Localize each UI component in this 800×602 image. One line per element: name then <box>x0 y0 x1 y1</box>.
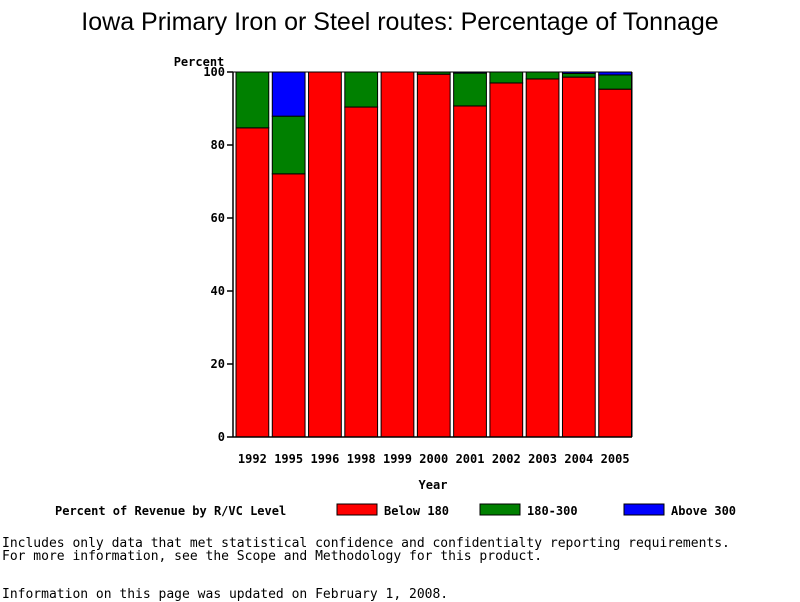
bar-above-300-2004 <box>561 71 596 74</box>
x-tick-label: 1998 <box>347 452 376 466</box>
footnote-methodology: For more information, see the Scope and … <box>2 549 543 564</box>
chart-title: Iowa Primary Iron or Steel routes: Perce… <box>81 8 719 36</box>
bar-below-180-2002 <box>489 82 524 438</box>
x-tick-label: 2000 <box>419 452 448 466</box>
y-tick-label: 0 <box>218 430 225 444</box>
x-tick-label: 2001 <box>456 452 485 466</box>
bar-180-300-1995 <box>271 115 306 175</box>
bar-180-300-2003 <box>525 71 560 80</box>
bar-below-180-1998 <box>344 106 379 438</box>
bar-180-300-2004 <box>561 72 596 78</box>
x-tick-label: 1992 <box>238 452 267 466</box>
x-tick-label: 2003 <box>528 452 557 466</box>
bar-above-300-1995 <box>271 71 306 117</box>
x-tick-label: 2005 <box>601 452 630 466</box>
bar-below-180-1992 <box>235 127 270 438</box>
x-tick-label: 1996 <box>310 452 339 466</box>
bar-180-300-2005 <box>598 74 633 90</box>
x-tick-label: 1995 <box>274 452 303 466</box>
update-notice: Information on this page was updated on … <box>2 587 449 602</box>
bar-below-180-1996 <box>308 71 342 438</box>
bar-below-180-1995 <box>271 173 306 438</box>
y-tick-label: 60 <box>211 211 225 225</box>
y-tick-label: 80 <box>211 138 225 152</box>
legend-label: Below 180 <box>384 504 449 518</box>
x-tick-label: 2004 <box>564 452 593 466</box>
bar-180-300-2000 <box>416 71 451 75</box>
x-axis-label: Year <box>419 478 448 492</box>
y-tick-label: 100 <box>203 65 225 79</box>
x-tick-label: 1999 <box>383 452 412 466</box>
bar-below-180-2003 <box>525 78 560 438</box>
bar-180-300-2001 <box>453 72 487 107</box>
y-axis-label: Percent <box>174 55 225 69</box>
bar-above-300-2005 <box>598 71 633 76</box>
bar-180-300-1992 <box>235 71 270 129</box>
legend-label: 180-300 <box>527 504 578 518</box>
y-tick-label: 40 <box>211 284 225 298</box>
legend-title: Percent of Revenue by R/VC Level <box>55 504 286 518</box>
x-tick-label: 2002 <box>492 452 521 466</box>
legend-swatch <box>336 503 378 516</box>
footnote-confidence: Includes only data that met statistical … <box>2 536 730 551</box>
bar-below-180-1999 <box>380 71 415 438</box>
bar-180-300-2002 <box>489 71 524 84</box>
bar-180-300-1998 <box>344 71 379 108</box>
legend-label: Above 300 <box>671 504 736 518</box>
y-tick-label: 20 <box>211 357 225 371</box>
legend-swatch <box>623 503 665 516</box>
bar-below-180-2001 <box>453 105 487 438</box>
legend-swatch <box>479 503 521 516</box>
bar-below-180-2000 <box>416 73 451 438</box>
bar-above-300-2001 <box>453 71 487 74</box>
bar-below-180-2004 <box>561 76 596 438</box>
bar-below-180-2005 <box>598 88 633 438</box>
